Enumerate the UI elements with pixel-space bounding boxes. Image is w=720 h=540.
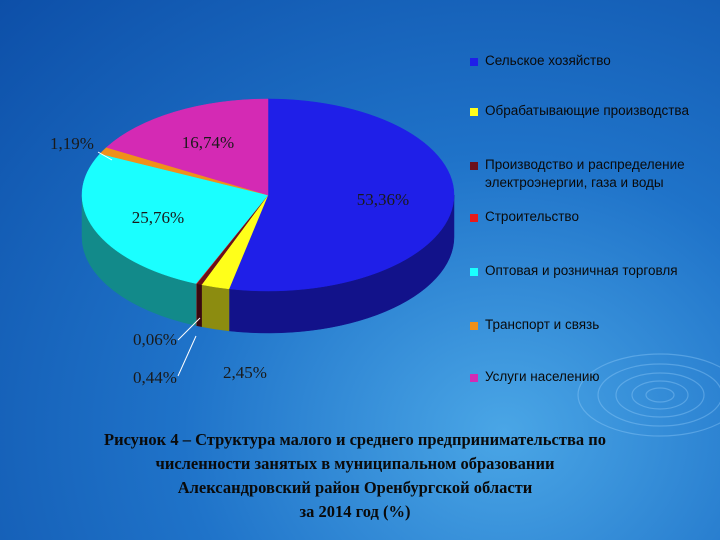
legend-item-4: Оптовая и розничная торговля	[470, 262, 700, 280]
caption-line-2: численности занятых в муниципальном обра…	[155, 454, 555, 473]
legend-item-2: Производство и распределение электроэнер…	[470, 156, 700, 192]
legend-label-5: Транспорт и связь	[485, 317, 600, 332]
legend-item-3: Строительство	[470, 208, 700, 226]
data-label-4: 25,76%	[132, 208, 184, 227]
legend-swatch-1	[470, 108, 478, 116]
legend-item-1: Обрабатывающие производства	[470, 102, 700, 120]
figure-caption: Рисунок 4 – Структура малого и среднего …	[30, 428, 680, 524]
leader-line-1	[177, 317, 201, 341]
legend-label-2: Производство и распределение электроэнер…	[485, 157, 685, 190]
pie-side-1	[201, 284, 230, 332]
data-label-6: 16,74%	[182, 133, 234, 152]
caption-line-4: за 2014 год (%)	[299, 502, 411, 521]
data-label-0: 53,36%	[357, 190, 409, 209]
data-label-1: 2,45%	[223, 363, 267, 382]
legend-label-3: Строительство	[485, 209, 579, 224]
data-label-5: 1,19%	[50, 134, 94, 153]
leader-line-2	[97, 151, 113, 161]
legend-swatch-3	[470, 214, 478, 222]
legend-swatch-6	[470, 374, 478, 382]
legend-label-1: Обрабатывающие производства	[485, 103, 689, 118]
data-label-3: 0,06%	[133, 330, 177, 349]
legend-swatch-0	[470, 58, 478, 66]
legend-swatch-2	[470, 162, 478, 170]
legend-swatch-5	[470, 322, 478, 330]
pie-slice-4	[81, 153, 269, 284]
legend-label-4: Оптовая и розничная торговля	[485, 263, 678, 278]
legend-swatch-4	[470, 268, 478, 276]
pie-slice-6	[105, 98, 269, 196]
leader-line-0	[177, 335, 197, 377]
caption-line-3: Александровский район Оренбургской облас…	[177, 478, 533, 497]
legend-item-6: Услуги населению	[470, 368, 700, 386]
caption-line-1: Рисунок 4 – Структура малого и среднего …	[103, 430, 607, 449]
pie-slice-0	[228, 98, 455, 292]
pie-chart: 53,36% 2,45% 0,44% 0,06% 25,76% 1,19% 16,74%	[50, 98, 455, 387]
legend-item-0: Сельское хозяйство	[470, 52, 700, 70]
legend-label-0: Сельское хозяйство	[485, 53, 611, 68]
legend-label-6: Услуги населению	[485, 369, 600, 384]
data-label-2: 0,44%	[133, 368, 177, 387]
legend-item-5: Транспорт и связь	[470, 316, 700, 334]
